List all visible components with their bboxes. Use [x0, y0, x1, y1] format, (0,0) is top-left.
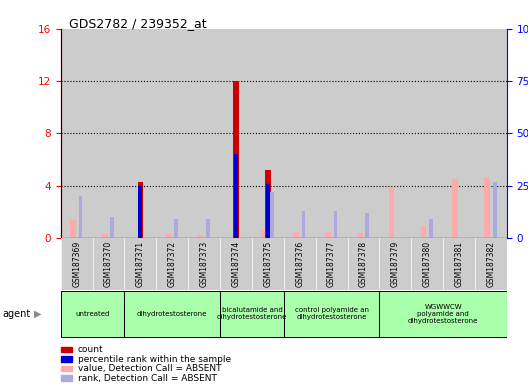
Text: control polyamide an
dihydrotestosterone: control polyamide an dihydrotestosterone [295, 308, 369, 320]
Bar [61, 376, 72, 381]
Text: untreated: untreated [76, 311, 110, 317]
Text: WGWWCW
polyamide and
dihydrotestosterone: WGWWCW polyamide and dihydrotestosterone [408, 304, 478, 324]
Bar [125, 291, 220, 337]
Bar [110, 217, 114, 238]
Text: GSM187370: GSM187370 [104, 241, 113, 287]
Bar [138, 186, 143, 238]
Text: GDS2782 / 239352_at: GDS2782 / 239352_at [69, 17, 206, 30]
Bar [61, 347, 72, 352]
Text: value, Detection Call = ABSENT: value, Detection Call = ABSENT [78, 364, 221, 373]
Bar [411, 238, 443, 290]
Bar [357, 233, 363, 238]
Bar [443, 238, 475, 290]
Text: dihydrotestosterone: dihydrotestosterone [137, 311, 208, 317]
Bar [429, 219, 433, 238]
Bar [266, 184, 270, 238]
Bar [365, 213, 369, 238]
Bar [102, 233, 108, 238]
Bar [484, 177, 490, 238]
Text: GSM187369: GSM187369 [72, 241, 81, 287]
Bar [475, 238, 507, 290]
Bar [265, 170, 271, 238]
Text: GSM187379: GSM187379 [391, 241, 400, 287]
Bar [334, 211, 337, 238]
Text: GSM187381: GSM187381 [455, 241, 464, 287]
Bar [206, 219, 210, 238]
Bar [79, 196, 82, 238]
Text: count: count [78, 345, 103, 354]
Bar [284, 291, 380, 337]
Text: agent: agent [3, 309, 31, 319]
Text: GSM187375: GSM187375 [263, 241, 272, 287]
Text: GSM187372: GSM187372 [168, 241, 177, 287]
Bar [125, 238, 156, 290]
Bar [252, 238, 284, 290]
Bar [347, 238, 380, 290]
Text: GSM187380: GSM187380 [423, 241, 432, 287]
Bar [92, 238, 125, 290]
Bar [347, 29, 380, 238]
Bar [92, 29, 125, 238]
Bar [61, 291, 125, 337]
Bar [156, 238, 188, 290]
Text: GSM187373: GSM187373 [200, 241, 209, 287]
Text: percentile rank within the sample: percentile rank within the sample [78, 354, 231, 364]
Bar [61, 366, 72, 371]
Bar [174, 219, 178, 238]
Bar [137, 182, 143, 238]
Bar [420, 226, 426, 238]
Bar [452, 179, 458, 238]
Bar [125, 29, 156, 238]
Bar [70, 220, 76, 238]
Bar [316, 29, 347, 238]
Bar [220, 238, 252, 290]
Bar [301, 211, 306, 238]
Bar [316, 238, 347, 290]
Text: GSM187378: GSM187378 [359, 241, 368, 287]
Bar [166, 234, 171, 238]
Bar [380, 291, 507, 337]
Bar [389, 189, 394, 238]
Text: ▶: ▶ [34, 309, 42, 319]
Bar [475, 29, 507, 238]
Bar [270, 192, 274, 238]
Bar [61, 356, 72, 362]
Bar [61, 238, 92, 290]
Text: GSM187377: GSM187377 [327, 241, 336, 287]
Bar [233, 81, 239, 238]
Bar [411, 29, 443, 238]
Text: GSM187374: GSM187374 [231, 241, 240, 287]
Bar [234, 154, 238, 238]
Bar [284, 238, 316, 290]
Bar [220, 29, 252, 238]
Text: GSM187376: GSM187376 [295, 241, 304, 287]
Bar [188, 238, 220, 290]
Text: GSM187382: GSM187382 [486, 241, 495, 287]
Bar [284, 29, 316, 238]
Bar [380, 29, 411, 238]
Bar [325, 232, 331, 238]
Bar [156, 29, 188, 238]
Bar [443, 29, 475, 238]
Text: rank, Detection Call = ABSENT: rank, Detection Call = ABSENT [78, 374, 216, 383]
Bar [261, 230, 267, 238]
Text: GSM187371: GSM187371 [136, 241, 145, 287]
Bar [252, 29, 284, 238]
Text: bicalutamide and
dihydrotestosterone: bicalutamide and dihydrotestosterone [216, 308, 287, 320]
Bar [493, 182, 497, 238]
Bar [61, 29, 92, 238]
Bar [188, 29, 220, 238]
Bar [380, 238, 411, 290]
Bar [293, 232, 299, 238]
Bar [197, 235, 203, 238]
Bar [220, 291, 284, 337]
